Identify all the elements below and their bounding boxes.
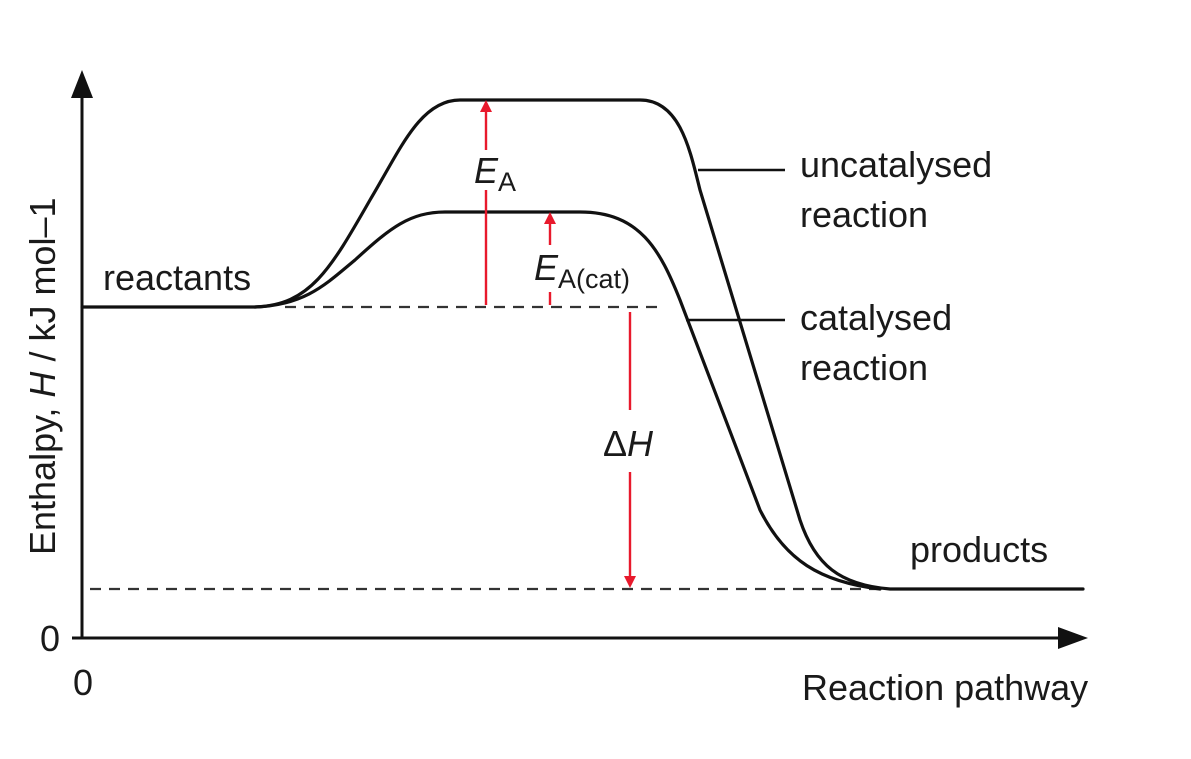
axes [71,70,1088,649]
ea-cat-subscript: A(cat) [558,264,630,294]
products-label: products [910,529,1048,570]
y-axis-arrowhead [71,70,93,98]
ea-label: EA [474,150,516,197]
ea-subscript: A [498,167,516,197]
y-origin-label: 0 [40,618,60,659]
catalysed-label-line2: reaction [800,347,928,388]
y-axis-label-symbol: H [22,371,63,398]
ea-symbol: E [474,150,499,191]
delta-h-label: ΔH [603,423,654,464]
delta-h-symbol: H [627,423,654,464]
delta-h-prefix: Δ [603,423,627,464]
y-axis-label-text: Enthalpy, [22,398,63,555]
ea-cat-symbol: E [534,247,559,288]
uncatalysed-label-line1: uncatalysed [800,144,992,185]
catalysed-label-line1: catalysed [800,297,952,338]
uncatalysed-curve [80,98,1085,591]
x-axis-arrowhead [1058,627,1088,649]
catalysed-curve [253,210,882,591]
reactants-label: reactants [103,257,251,298]
y-axis-label: Enthalpy, H / kJ mol–1 [22,198,63,556]
uncatalysed-label-line2: reaction [800,194,928,235]
x-origin-label: 0 [73,662,93,703]
ea-cat-label: EA(cat) [534,247,630,294]
x-axis-label: Reaction pathway [802,667,1088,708]
y-axis-label-unit: / kJ mol–1 [22,198,63,372]
